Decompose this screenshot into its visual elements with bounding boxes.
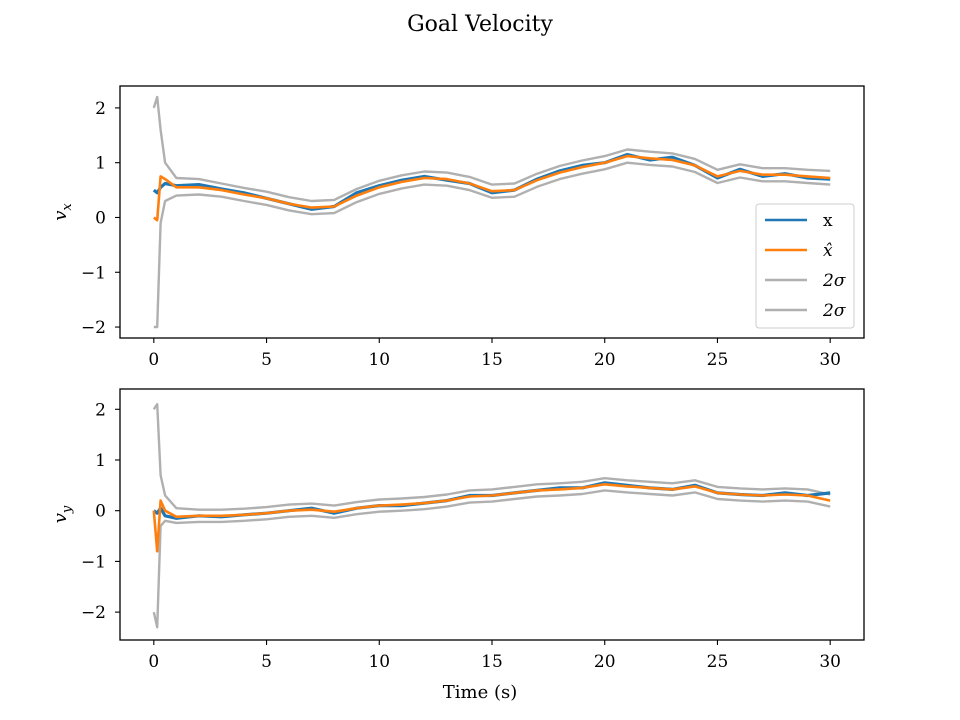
- chart-title: Goal Velocity: [407, 12, 553, 37]
- x-tick-label: 0: [148, 652, 159, 672]
- x-tick-label: 5: [261, 350, 272, 370]
- y-tick-label: −1: [81, 552, 106, 572]
- x-tick-label: 20: [594, 350, 616, 370]
- series-line-sigma-lower: [152, 489, 831, 629]
- x-tick-label: 30: [819, 652, 841, 672]
- y-tick-label: −1: [81, 263, 106, 283]
- x-axis-label: Time (s): [443, 682, 518, 703]
- legend-box: [755, 203, 855, 329]
- x-tick-label: 30: [819, 350, 841, 370]
- series-line-x: [152, 152, 831, 211]
- x-tick-label: 0: [148, 350, 159, 370]
- x-tick-label: 15: [481, 350, 503, 370]
- x-tick-label: 5: [261, 652, 272, 672]
- y-tick-label: 1: [95, 154, 106, 174]
- x-tick-label: 25: [707, 652, 729, 672]
- legend: x x̂ 2σ 2σ: [755, 203, 855, 329]
- legend-label-x: x: [823, 211, 833, 231]
- series-line-sigma-upper: [152, 95, 831, 203]
- legend-label-sigma-upper: 2σ: [822, 271, 846, 291]
- series-line-sigma-upper: [152, 403, 831, 511]
- series-line-sigma-lower: [153, 161, 831, 329]
- x-tick-label: 10: [368, 652, 390, 672]
- vy-panel: 0 5 10 15 20 25 30 −2 −1 0 1 2 vy: [50, 388, 865, 672]
- y-tick-label: 2: [95, 99, 106, 119]
- vx-panel: 0 5 10 15 20 25 30 −2 −1 0 1 2 vx x x̂ 2σ 2σ: [50, 85, 865, 370]
- y-axis-label: vy: [50, 505, 75, 523]
- x-tick-label: 20: [594, 652, 616, 672]
- y-tick-label: −2: [81, 603, 106, 623]
- y-tick-label: 0: [95, 502, 106, 522]
- legend-label-sigma-lower: 2σ: [822, 301, 846, 321]
- y-tick-label: 2: [95, 400, 106, 420]
- x-tick-label: 25: [707, 350, 729, 370]
- series-line-x-hat: [152, 482, 831, 553]
- y-axis-label: vx: [50, 203, 75, 221]
- y-tick-label: −2: [81, 318, 106, 338]
- y-tick-label: 1: [95, 451, 106, 471]
- series-line-x-hat: [152, 154, 831, 222]
- x-tick-label: 15: [481, 652, 503, 672]
- plot-frame: [119, 85, 865, 339]
- x-tick-label: 10: [368, 350, 390, 370]
- y-tick-label: 0: [95, 208, 106, 228]
- legend-label-x-hat: x̂: [823, 241, 833, 261]
